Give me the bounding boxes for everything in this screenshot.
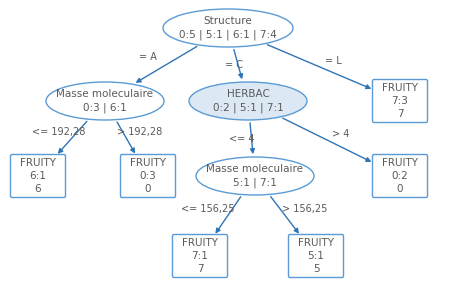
Text: > 192,28: > 192,28	[117, 127, 163, 137]
Text: <= 4: <= 4	[229, 133, 254, 144]
FancyBboxPatch shape	[372, 155, 427, 197]
FancyBboxPatch shape	[121, 155, 175, 197]
Text: <= 156,25: <= 156,25	[181, 204, 235, 214]
FancyBboxPatch shape	[372, 80, 427, 123]
Ellipse shape	[189, 82, 307, 120]
Text: <= 192,28: <= 192,28	[32, 127, 85, 137]
Text: Masse moleculaire
0:3 | 6:1: Masse moleculaire 0:3 | 6:1	[57, 89, 154, 113]
Text: = A: = A	[139, 52, 157, 62]
Text: Masse moleculaire
5:1 | 7:1: Masse moleculaire 5:1 | 7:1	[207, 164, 303, 188]
Text: = C: = C	[225, 59, 243, 70]
Text: FRUITY
6:1
6: FRUITY 6:1 6	[20, 158, 56, 194]
Text: FRUITY
7:3
7: FRUITY 7:3 7	[382, 83, 418, 119]
FancyBboxPatch shape	[172, 234, 228, 278]
Text: FRUITY
7:1
7: FRUITY 7:1 7	[182, 238, 218, 274]
Ellipse shape	[46, 82, 164, 120]
Text: FRUITY
0:3
0: FRUITY 0:3 0	[130, 158, 166, 194]
Text: FRUITY
5:1
5: FRUITY 5:1 5	[298, 238, 334, 274]
FancyBboxPatch shape	[11, 155, 65, 197]
FancyBboxPatch shape	[288, 234, 344, 278]
Ellipse shape	[196, 157, 314, 195]
Text: > 156,25: > 156,25	[282, 204, 328, 214]
Text: HERBAC
0:2 | 5:1 | 7:1: HERBAC 0:2 | 5:1 | 7:1	[213, 89, 283, 113]
Ellipse shape	[163, 9, 293, 47]
Text: Structure
0:5 | 5:1 | 6:1 | 7:4: Structure 0:5 | 5:1 | 6:1 | 7:4	[179, 16, 277, 40]
Text: FRUITY
0:2
0: FRUITY 0:2 0	[382, 158, 418, 194]
Text: = L: = L	[325, 56, 342, 66]
Text: > 4: > 4	[332, 129, 350, 139]
